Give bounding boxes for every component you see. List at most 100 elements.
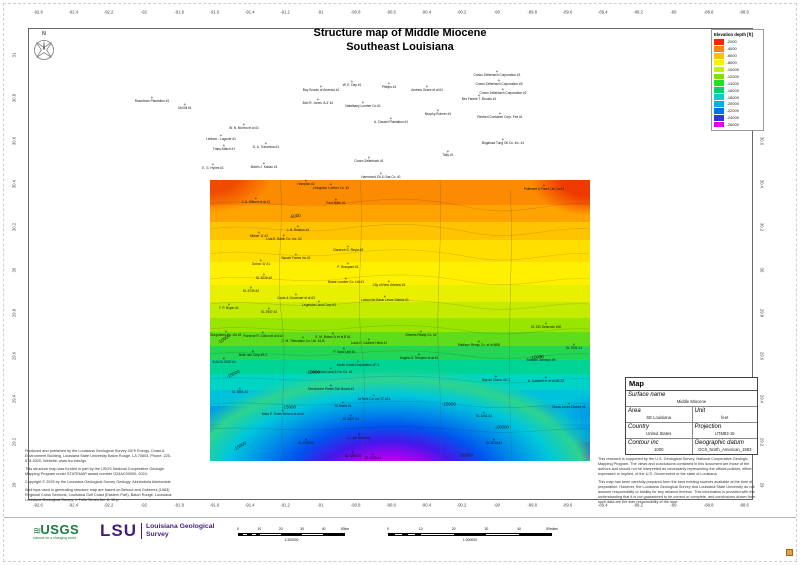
scalebar-tick-label: 0 bbox=[387, 527, 389, 531]
map-info-table: Map Surface name Middle Miocene Area SE Lou… bbox=[625, 377, 758, 455]
map-table-field: Geographic datum GCS_North_American_1983 bbox=[691, 438, 757, 454]
legend-swatch bbox=[714, 52, 724, 59]
map-table-label: Contour inc bbox=[628, 440, 659, 446]
latitude-label: 30.4 bbox=[11, 179, 17, 189]
contour-label: -25000 bbox=[458, 452, 474, 458]
longitude-label: -91.2 bbox=[280, 502, 290, 508]
latitude-label: 30.2 bbox=[11, 222, 17, 232]
legend-value: -22000 bbox=[726, 108, 739, 114]
map-table-value: GCS_North_American_1983 bbox=[698, 447, 752, 452]
longitude-label: -89.4 bbox=[598, 502, 608, 508]
longitude-label: -88.6 bbox=[739, 502, 749, 508]
scalebar-segment bbox=[453, 533, 487, 535]
scalebar-segment bbox=[255, 533, 260, 535]
legend-value: -20000 bbox=[726, 101, 739, 107]
disclaimer-paragraph: This map has been carefully prepared fro… bbox=[598, 480, 756, 504]
longitude-label: -89.8 bbox=[527, 502, 537, 508]
parish-line bbox=[437, 180, 443, 461]
legend-entry: -24000 bbox=[714, 114, 761, 121]
contour-line bbox=[210, 198, 590, 212]
map-table-value: United States bbox=[646, 431, 672, 436]
latitude-label: 30 bbox=[759, 267, 765, 273]
map-table-label: Geographic datum bbox=[694, 440, 744, 446]
longitude-label: -89 bbox=[670, 502, 677, 508]
scalebar-tick-label: 0 bbox=[237, 527, 239, 531]
longitude-label: -92.2 bbox=[103, 502, 114, 508]
longitude-label: -89 bbox=[670, 9, 677, 15]
legend-value: -12000 bbox=[726, 73, 739, 79]
longitude-label: -92.6 bbox=[33, 502, 43, 508]
longitude-label: -89.6 bbox=[562, 502, 573, 508]
compass-north-label: N bbox=[42, 31, 46, 37]
longitude-label: -92.4 bbox=[68, 9, 79, 15]
map-table-label: Projection bbox=[694, 424, 722, 430]
scalebar-ticks: 0 10 20 30 40 50miles bbox=[387, 527, 558, 532]
legend-value: -4000 bbox=[726, 46, 737, 52]
parish-line bbox=[279, 180, 285, 461]
map-table-value: 1000 bbox=[654, 447, 664, 452]
contour-line bbox=[210, 224, 590, 236]
longitude-label: -90.8 bbox=[350, 502, 361, 508]
map-table-label: Surface name bbox=[628, 392, 666, 398]
parish-line bbox=[509, 189, 513, 461]
scalebar-segment bbox=[239, 533, 244, 535]
longitude-label: -91.8 bbox=[174, 9, 184, 15]
scalebar-2: 0 10 20 30 40 50miles 1:300000 bbox=[387, 527, 558, 545]
map-table-value: SE Louisiana bbox=[646, 415, 672, 420]
lsu-logo: LSU Louisiana Geological Survey bbox=[100, 521, 214, 541]
legend-value: -6000 bbox=[726, 53, 737, 59]
longitude-label: -92 bbox=[140, 502, 147, 508]
scalebar-tick-label: 10 bbox=[418, 527, 423, 531]
legend-value: -8000 bbox=[726, 60, 737, 66]
map-table-value: Middle Miocene bbox=[676, 399, 707, 404]
legend-swatch bbox=[714, 46, 724, 52]
scalebar-segment bbox=[323, 533, 344, 535]
legend-entry: -6000 bbox=[714, 52, 761, 59]
map-title-line1: Structure map of Middle Miocene bbox=[313, 27, 487, 39]
legend-swatch bbox=[714, 108, 724, 114]
legend-entry: -16000 bbox=[714, 87, 761, 94]
legend-swatch bbox=[714, 80, 724, 87]
scalebar-tick-label: 10 bbox=[257, 527, 262, 531]
legend-swatch bbox=[714, 39, 724, 45]
legend-entry: -8000 bbox=[714, 59, 761, 66]
legend-entry: -12000 bbox=[714, 73, 761, 80]
map-table-label: Unit bbox=[694, 408, 706, 414]
legend-swatch bbox=[714, 73, 724, 80]
scalebar-segment bbox=[260, 534, 281, 536]
map-table-label: Area bbox=[628, 408, 641, 414]
lsu-org-line1: Louisiana Geological bbox=[146, 523, 215, 531]
scalebar-segment bbox=[421, 534, 453, 536]
map-table-label: Country bbox=[628, 424, 650, 430]
contour-line bbox=[210, 274, 590, 286]
latitude-label: 29.6 bbox=[11, 351, 17, 361]
scalebar-segment bbox=[247, 533, 252, 535]
longitude-label: -89.6 bbox=[562, 9, 573, 15]
contour-line bbox=[210, 375, 590, 384]
contour-waves bbox=[210, 198, 590, 433]
longitude-label: -90 bbox=[493, 9, 500, 15]
contour-line bbox=[210, 325, 590, 335]
scalebar-1: 0 10 20 30 40 50km 1:300000 bbox=[237, 527, 349, 545]
longitude-label: -91.6 bbox=[209, 9, 220, 15]
latitude-label: 29.4 bbox=[759, 394, 765, 404]
legend-swatch bbox=[714, 114, 724, 121]
longitude-label: -89.2 bbox=[633, 9, 643, 15]
credits-paragraph: Copyright © 2025 by the Louisiana Geolog… bbox=[25, 480, 171, 484]
contour-label: -10000 bbox=[305, 369, 321, 375]
scalebar-segment bbox=[518, 533, 551, 535]
longitude-label: -92 bbox=[140, 9, 147, 15]
contour-line bbox=[210, 249, 590, 261]
legend-value: -18000 bbox=[726, 94, 739, 100]
longitude-label: -89.4 bbox=[598, 9, 608, 15]
longitude-label: -90.2 bbox=[456, 502, 467, 508]
longitude-label: -91.6 bbox=[209, 502, 220, 508]
longitude-label: -88.6 bbox=[739, 9, 749, 15]
scalebar-segment bbox=[486, 534, 518, 536]
contour-line bbox=[210, 350, 590, 359]
scalebar-ticks: 0 10 20 30 40 50km bbox=[237, 527, 349, 532]
structure-surface: -5000 -10000 -10000 -10000 -15000 -15000 -1500… bbox=[210, 180, 590, 461]
footer-divider bbox=[4, 517, 796, 518]
latitude-label: 29.6 bbox=[759, 351, 765, 361]
legend-value: -14000 bbox=[726, 80, 739, 86]
